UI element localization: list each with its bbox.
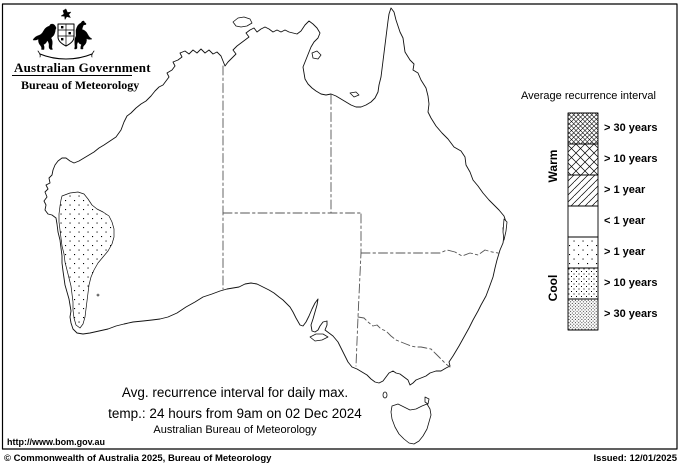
legend-swatch-warm-10y	[567, 143, 599, 176]
border-nsw-vic	[357, 316, 451, 368]
crest-star-icon	[60, 8, 72, 20]
legend-item-label: > 10 years	[604, 153, 658, 165]
tasmania-outline	[390, 403, 432, 445]
kangaroo-icon	[32, 23, 57, 50]
king-island	[382, 391, 388, 399]
bureau-label: Bureau of Meteorology	[21, 78, 140, 92]
fraser-island	[502, 218, 508, 241]
kangaroo-island	[309, 333, 329, 342]
islands	[232, 16, 508, 445]
legend-item-label: < 1 year	[604, 215, 646, 227]
flinders-island	[424, 396, 430, 405]
legend-swatch-neutral	[567, 205, 599, 238]
island-speck	[96, 293, 100, 297]
border-sa-qld-nsw-vic	[355, 213, 362, 367]
gov-label: Australian Government	[14, 60, 151, 75]
melville-island	[232, 16, 253, 28]
legend-swatch-cool-1y	[567, 236, 599, 269]
legend-title: Average recurrence interval	[521, 90, 656, 102]
legend-item-label: > 30 years	[604, 122, 658, 134]
caption-line2: temp.: 24 hours from 9am on 02 Dec 2024	[108, 406, 362, 421]
caption-line1: Avg. recurrence interval for daily max.	[121, 385, 349, 400]
state-borders	[222, 65, 499, 368]
footer-url: http://www.bom.gov.au	[7, 437, 105, 447]
footer-issued: Issued: 12/01/2025	[593, 453, 677, 464]
gov-divider	[12, 62, 132, 76]
legend-swatch-cool-10y	[567, 267, 599, 300]
legend-warm-label: Warm	[546, 149, 560, 183]
legend-swatch-cool-30y	[567, 298, 599, 331]
legend-item-label: > 1 year	[604, 246, 646, 258]
emu-icon	[74, 20, 93, 50]
legend-item-label: > 10 years	[604, 277, 658, 289]
australia-outline	[43, 7, 507, 386]
legend-swatch-warm-30y	[567, 112, 599, 145]
cool-anomaly-region	[58, 191, 115, 329]
coat-of-arms	[32, 8, 95, 60]
map-frame	[1, 3, 678, 450]
crest-scroll	[39, 53, 93, 60]
legend-swatch-warm-1y	[567, 174, 599, 207]
caption-line3: Australian Bureau of Meteorology	[153, 424, 317, 436]
legend-swatches	[567, 112, 599, 331]
footer-copyright: © Commonwealth of Australia 2025, Bureau…	[4, 453, 272, 464]
legend-cool-label: Cool	[546, 274, 560, 302]
border-nsw-qld	[360, 249, 499, 257]
legend-item-label: > 1 year	[604, 184, 646, 196]
legend-item-label: > 30 years	[604, 308, 658, 320]
mornington-island	[349, 91, 360, 98]
groote-eylandt	[311, 50, 322, 60]
